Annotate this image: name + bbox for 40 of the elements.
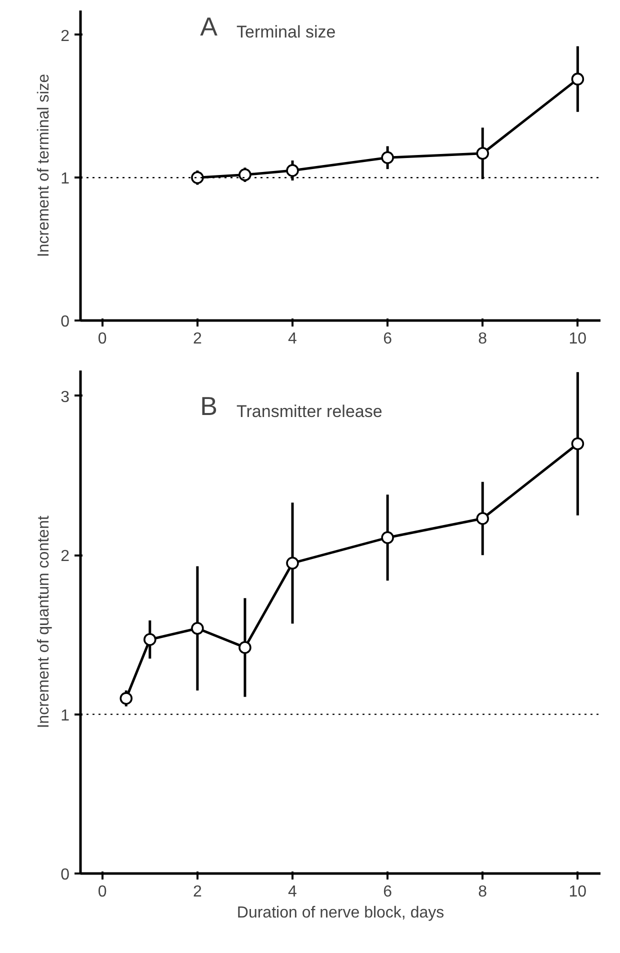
x-tick-label: 4 (288, 330, 298, 348)
y-tick-label: 3 (60, 388, 70, 406)
point (381, 531, 394, 544)
point (191, 171, 204, 184)
x-axis-title: Duration of nerve block, days (236, 904, 444, 922)
point (120, 692, 133, 705)
point (476, 512, 490, 525)
point (286, 164, 299, 177)
y-tick-label: 1 (60, 170, 70, 188)
y-axis-title: Increment of terminal size (36, 74, 53, 258)
point (143, 633, 156, 646)
point (476, 146, 490, 160)
x-tick-label: 4 (288, 884, 298, 900)
y-tick-label: 2 (60, 548, 70, 566)
x-tick-label: 6 (383, 884, 392, 900)
y-tick-label: 1 (60, 707, 70, 724)
x-tick-label: 8 (478, 330, 488, 348)
text: Transmitter release (236, 402, 382, 421)
point (238, 168, 252, 182)
annotation: B (200, 390, 218, 421)
point (238, 641, 252, 654)
annotation: A (200, 12, 218, 42)
point (286, 556, 299, 570)
y-tick-label: 2 (60, 28, 70, 45)
x-tick-label: 10 (568, 330, 587, 348)
x-tick-label: 0 (98, 330, 107, 348)
text: Terminal size (236, 22, 336, 42)
x-tick-label: 10 (568, 884, 587, 900)
point (191, 622, 204, 635)
y-axis-title: Increment of quantum content (36, 515, 53, 728)
x-tick-label: 2 (192, 330, 202, 348)
point (571, 437, 584, 450)
x-tick-label: 2 (192, 884, 202, 900)
x-tick-label: 8 (478, 884, 488, 900)
y-tick-label: 0 (60, 314, 70, 330)
x-tick-label: 0 (98, 884, 107, 900)
x-tick-label: 6 (383, 330, 392, 348)
y-tick-label: 0 (60, 866, 70, 884)
point (381, 151, 394, 164)
point (571, 72, 584, 86)
